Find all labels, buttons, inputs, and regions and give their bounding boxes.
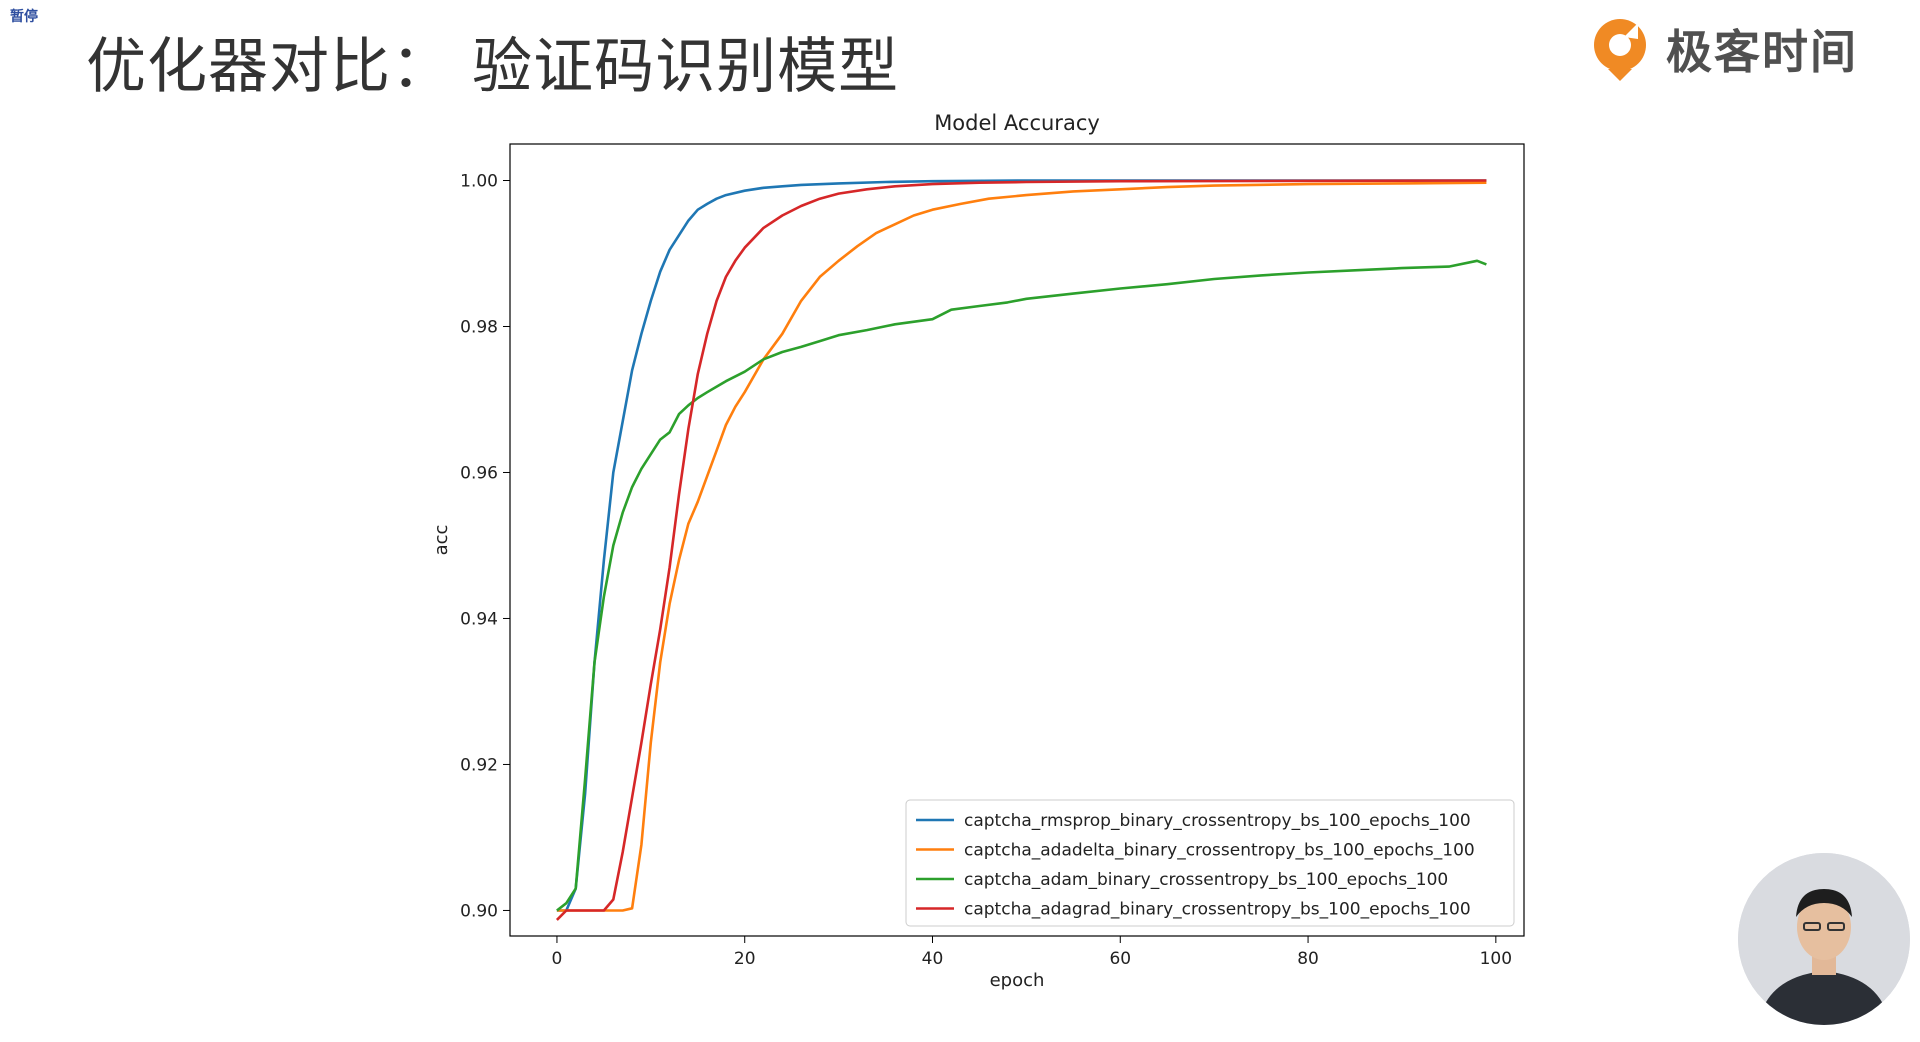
y-tick-label: 0.98: [460, 317, 498, 337]
geektime-logo-icon: [1594, 19, 1646, 81]
y-tick-label: 0.94: [460, 609, 498, 629]
x-tick-label: 40: [922, 949, 944, 969]
x-tick-label: 20: [734, 949, 756, 969]
x-axis-ticks: 0 20 40 60 80 100: [552, 936, 1512, 969]
slide-title: 优化器对比： 验证码识别模型: [86, 32, 900, 102]
chart-series-group: [555, 179, 1487, 921]
plot-frame: [509, 143, 1525, 937]
y-tick-label: 0.90: [460, 901, 498, 921]
y-axis-ticks: 0.90 0.92 0.94 0.96 0.98 1.00: [460, 171, 510, 921]
series-line-1: [556, 181, 1487, 912]
presenter-avatar: [1738, 853, 1910, 1025]
y-tick-label: 0.92: [460, 755, 498, 775]
legend-box: [905, 799, 1515, 927]
x-tick-label: 0: [552, 949, 563, 969]
y-tick-label: 1.00: [460, 171, 498, 191]
brand-name: 极客时间: [1666, 25, 1858, 79]
presenter-webcam: [1738, 853, 1910, 1025]
series-line-0: [556, 179, 1487, 912]
chart-legend: captcha_rmsprop_binary_crossentropy_bs_1…: [905, 799, 1515, 927]
x-axis-label: epoch: [990, 970, 1045, 991]
series-line-3: [555, 179, 1487, 921]
legend-entry: captcha_adagrad_binary_crossentropy_bs_1…: [964, 900, 1471, 920]
legend-entry: captcha_adadelta_binary_crossentropy_bs_…: [964, 841, 1475, 861]
paused-badge: 暂停: [10, 9, 38, 25]
chart-title: Model Accuracy: [934, 111, 1100, 135]
series-line-2: [556, 259, 1487, 912]
y-tick-label: 0.96: [460, 463, 498, 483]
brand-logo: 极客时间: [1588, 14, 1858, 84]
y-axis-label: acc: [431, 525, 452, 556]
x-tick-label: 100: [1480, 949, 1512, 969]
legend-entry: captcha_adam_binary_crossentropy_bs_100_…: [964, 870, 1448, 890]
legend-entry: captcha_rmsprop_binary_crossentropy_bs_1…: [964, 811, 1471, 831]
x-tick-label: 80: [1297, 949, 1319, 969]
x-tick-label: 60: [1109, 949, 1131, 969]
